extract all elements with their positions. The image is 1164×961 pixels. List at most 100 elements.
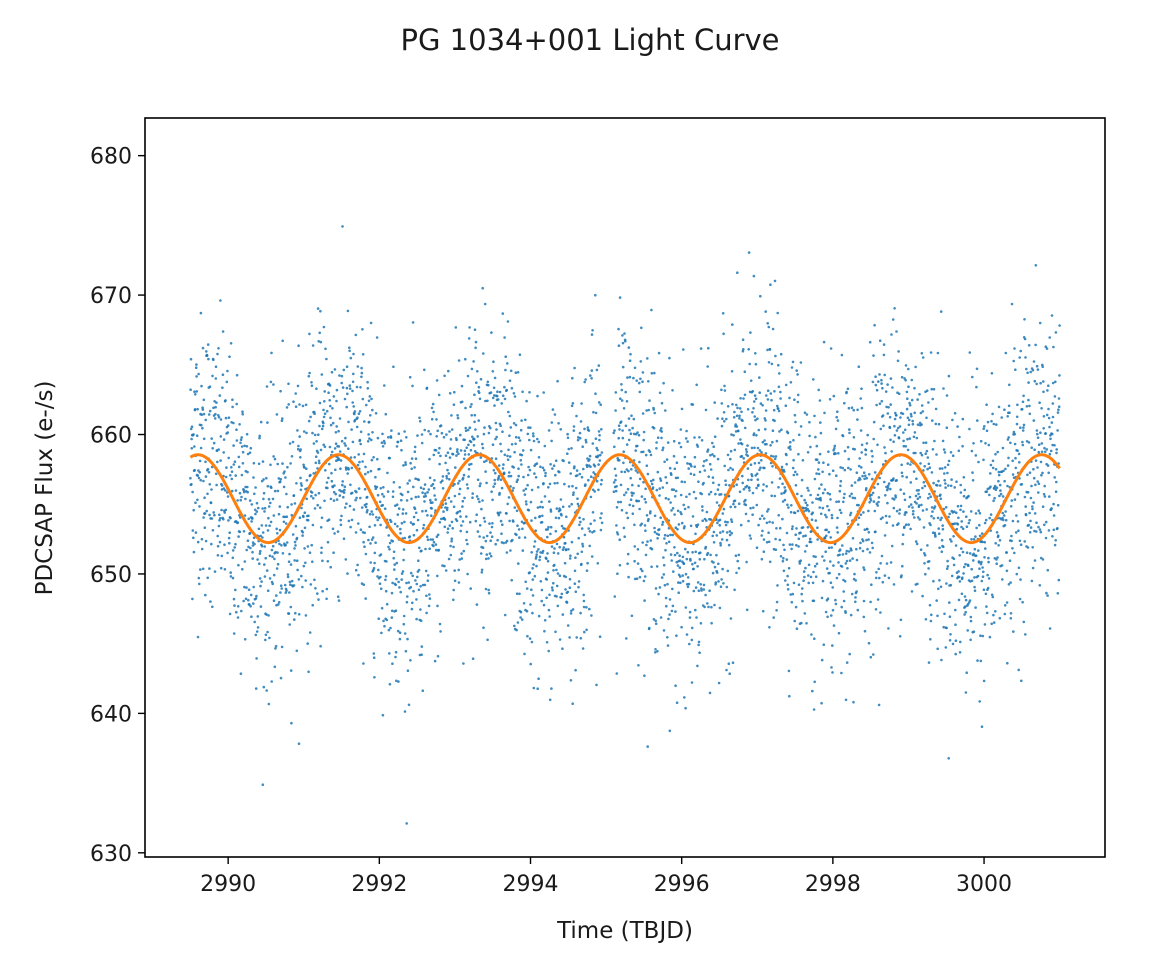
data-point	[473, 420, 476, 424]
data-point	[557, 516, 561, 520]
data-point	[932, 579, 935, 583]
data-point	[994, 452, 997, 456]
data-point	[976, 659, 979, 662]
data-point	[542, 468, 546, 472]
data-point	[919, 462, 922, 465]
data-point	[367, 420, 371, 424]
data-point	[813, 680, 816, 684]
data-point	[501, 394, 505, 398]
data-point	[423, 483, 427, 486]
data-point	[531, 611, 534, 615]
data-point	[754, 418, 757, 422]
data-point	[878, 373, 881, 376]
data-point	[652, 408, 655, 411]
data-point	[464, 426, 468, 430]
y-tick-label-0: 630	[90, 842, 132, 867]
data-point	[568, 577, 572, 581]
data-point	[888, 515, 891, 518]
data-point	[657, 592, 660, 596]
data-point	[873, 471, 877, 474]
data-point	[532, 439, 536, 443]
data-point	[827, 546, 831, 550]
data-point	[435, 418, 438, 421]
data-point	[322, 325, 326, 329]
data-point	[750, 478, 753, 482]
data-point	[574, 590, 578, 593]
data-point	[400, 572, 404, 575]
data-point	[461, 520, 465, 523]
data-point	[452, 505, 456, 509]
data-point	[949, 484, 953, 488]
data-point	[929, 351, 933, 354]
data-point	[526, 432, 530, 436]
data-point	[709, 468, 713, 471]
data-point	[405, 822, 409, 825]
data-point	[590, 333, 594, 336]
data-point	[234, 474, 237, 477]
data-point	[922, 441, 925, 445]
data-point	[1031, 368, 1035, 372]
data-point	[653, 514, 657, 518]
data-point	[827, 530, 831, 534]
data-point	[1049, 449, 1053, 453]
data-point	[345, 502, 348, 506]
data-point	[494, 542, 498, 546]
data-point	[467, 475, 470, 478]
data-point	[478, 484, 482, 488]
data-point	[313, 412, 316, 416]
data-point	[365, 502, 368, 506]
data-point	[658, 391, 662, 395]
data-point	[765, 540, 769, 544]
data-point	[822, 340, 826, 344]
data-point	[512, 520, 515, 523]
data-point	[245, 445, 249, 448]
data-point	[961, 576, 964, 579]
data-point	[693, 465, 696, 469]
data-point	[428, 457, 431, 461]
data-point	[770, 481, 774, 484]
data-point	[973, 589, 977, 592]
data-point	[535, 462, 539, 465]
data-point	[217, 414, 220, 417]
data-point	[819, 498, 822, 502]
data-point	[1028, 531, 1032, 534]
data-point	[1008, 383, 1011, 387]
data-point	[782, 543, 785, 547]
data-point	[1026, 546, 1030, 549]
data-point	[288, 552, 291, 556]
data-point	[1045, 448, 1049, 451]
data-point	[796, 400, 800, 404]
data-point	[506, 458, 510, 462]
data-point	[403, 536, 407, 540]
data-point	[350, 491, 354, 495]
data-point	[1006, 438, 1010, 441]
data-point	[363, 531, 367, 535]
data-point	[417, 559, 420, 562]
data-point	[476, 530, 480, 533]
data-point	[895, 429, 899, 432]
data-point	[949, 451, 953, 454]
data-point	[1027, 523, 1031, 527]
data-point	[478, 397, 482, 401]
data-point	[983, 425, 986, 428]
data-point	[448, 524, 452, 527]
data-point	[406, 482, 410, 485]
data-point	[980, 579, 984, 583]
data-point	[943, 451, 947, 454]
data-point	[758, 517, 762, 521]
data-point	[940, 538, 944, 542]
data-point	[950, 478, 953, 481]
data-point	[878, 576, 881, 580]
data-point	[841, 553, 845, 556]
data-point	[337, 599, 341, 602]
data-point	[872, 653, 875, 656]
data-point	[697, 589, 701, 592]
data-point	[326, 560, 330, 563]
data-point	[357, 522, 360, 525]
data-point	[1042, 415, 1046, 418]
data-point	[805, 544, 808, 548]
data-point	[862, 511, 865, 514]
data-point	[835, 474, 838, 478]
data-point	[664, 409, 667, 412]
data-point	[426, 538, 430, 541]
